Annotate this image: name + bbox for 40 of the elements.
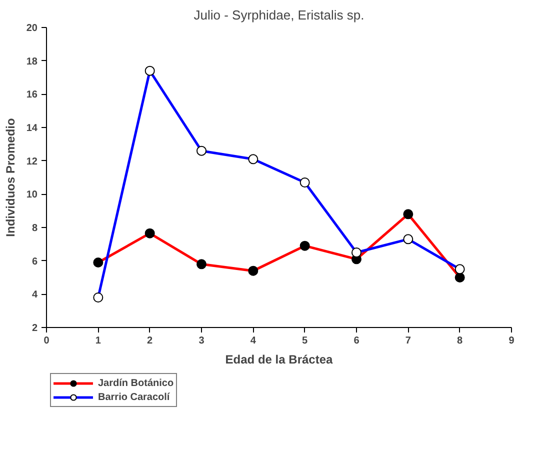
point bbox=[403, 234, 414, 244]
point bbox=[196, 259, 206, 270]
y-tick-label: 14 bbox=[26, 123, 38, 134]
y-axis-title: Individuos Promedio bbox=[3, 118, 18, 237]
y-tick-label: 10 bbox=[26, 190, 38, 201]
chart-title: Julio - Syrphidae, Eristalis sp. bbox=[194, 8, 364, 22]
point bbox=[93, 258, 104, 268]
point bbox=[248, 154, 258, 164]
legend-label: Jardín Botánico bbox=[98, 376, 174, 390]
x-tick-label: 2 bbox=[147, 336, 154, 346]
x-tick-label: 9 bbox=[508, 336, 515, 346]
y-tick-label: 8 bbox=[32, 223, 38, 234]
y-tick-label: 12 bbox=[26, 156, 38, 168]
point bbox=[454, 272, 465, 282]
legend-label: Barrio Caracolí bbox=[98, 390, 170, 404]
point bbox=[352, 248, 362, 258]
y-tick-label: 6 bbox=[32, 256, 38, 268]
y-tick-label: 18 bbox=[26, 56, 38, 68]
point bbox=[300, 178, 310, 188]
x-tick-label: 1 bbox=[95, 336, 102, 346]
x-axis-title: Edad de la Bráctea bbox=[225, 352, 334, 366]
y-tick-label: 4 bbox=[32, 290, 38, 301]
x-tick-label: 8 bbox=[457, 336, 464, 346]
x-tick-label: 0 bbox=[44, 336, 50, 346]
point bbox=[300, 240, 310, 251]
point bbox=[454, 264, 465, 274]
point bbox=[144, 228, 155, 238]
x-tick-label: 4 bbox=[250, 336, 256, 346]
x-tick-label: 7 bbox=[405, 336, 412, 346]
x-tick-label: 6 bbox=[354, 336, 360, 346]
y-tick-label: 20 bbox=[26, 23, 38, 34]
point bbox=[248, 266, 258, 276]
point bbox=[93, 292, 104, 302]
x-tick-label: 5 bbox=[302, 336, 308, 346]
x-tick-label: 3 bbox=[198, 336, 205, 346]
point bbox=[403, 209, 414, 220]
point bbox=[144, 66, 155, 76]
y-tick-label: 16 bbox=[26, 90, 38, 101]
y-tick-label: 2 bbox=[32, 323, 38, 334]
point bbox=[196, 146, 206, 156]
